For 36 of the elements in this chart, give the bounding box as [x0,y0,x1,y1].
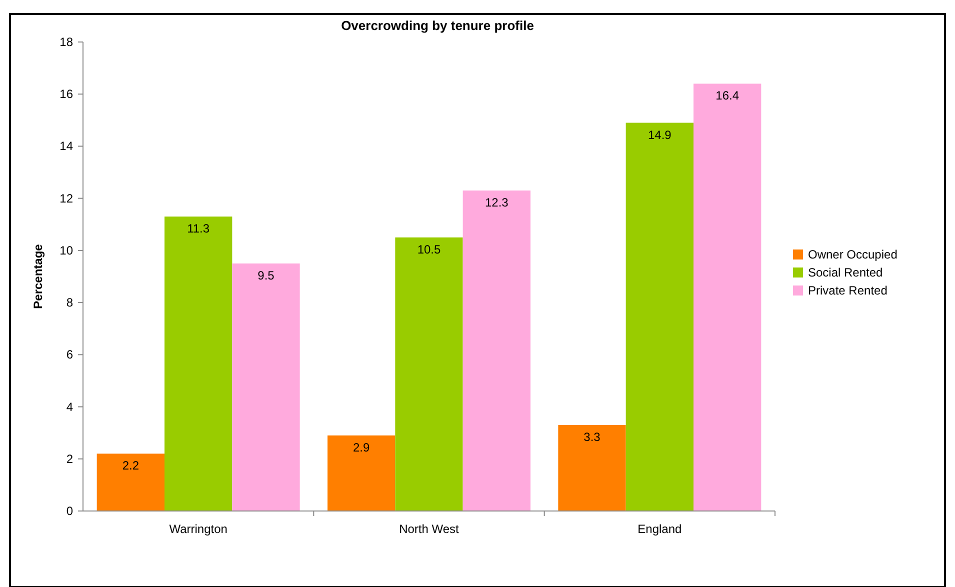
y-tick-label: 8 [66,296,74,310]
data-label: 2.2 [122,458,140,473]
chart-title: Overcrowding by tenure profile [341,18,534,33]
y-tick-label: 18 [60,35,74,49]
y-tick-label: 0 [66,504,74,518]
data-label: 11.3 [187,222,210,236]
y-tick-label: 2 [66,452,74,466]
legend-label: Private Rented [808,284,888,298]
data-label: 9.5 [258,268,275,282]
data-label: 2.9 [352,440,370,454]
y-axis-title: Percentage [31,244,45,309]
bar [232,263,300,511]
y-tick-label: 16 [60,87,74,102]
bar [328,435,396,511]
x-tick-label: England [638,522,682,536]
y-tick-label: 10 [60,243,74,258]
y-tick-label: 6 [66,348,74,362]
legend-label: Owner Occupied [808,248,898,262]
bar [395,237,463,511]
data-label: 12.3 [484,196,509,210]
y-tick-label: 4 [66,400,74,414]
bar [462,190,530,511]
legend-label: Social Rented [808,266,883,280]
bar [626,122,694,511]
y-tick-label: 14 [60,139,74,154]
bar [694,84,762,511]
bar [164,216,232,511]
x-tick-label: North West [399,522,460,536]
data-label: 10.5 [417,242,441,256]
data-label: 3.3 [584,430,601,444]
data-label: 16.4 [716,88,740,103]
data-label: 14.9 [648,128,672,142]
y-tick-label: 12 [60,191,74,206]
x-tick-label: Warrington [169,522,228,536]
bar [96,454,164,511]
bar [558,425,626,511]
